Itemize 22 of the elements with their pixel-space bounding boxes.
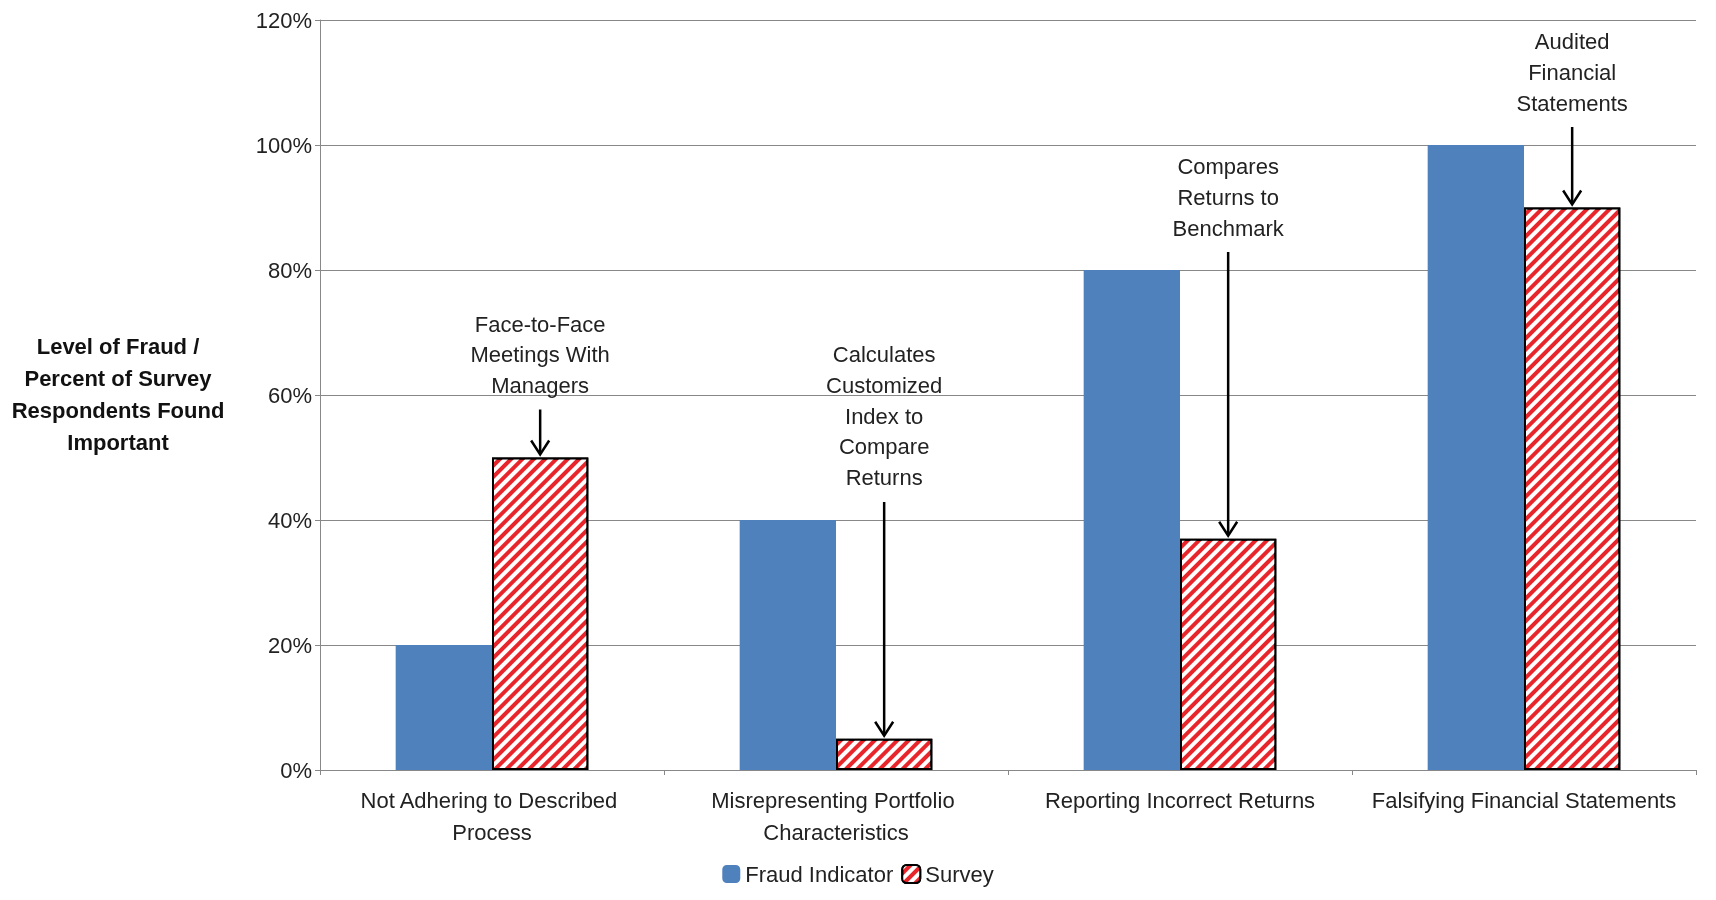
y-tick-label: 20% [267,632,312,658]
y-tick-label: 80% [267,257,312,283]
legend-label: Fraud Indicator [745,861,894,887]
x-tick-label: Misrepresenting Portfolio Characteristics [711,787,961,845]
y-tick-label: 60% [267,382,312,408]
y-tick-label: 0% [280,757,312,783]
y-axis-title: Level of Fraud / Percent of Survey Respondents Found Important [10,333,226,457]
annotation: Face-to-Face Meetings With Managers [470,310,611,401]
annotation: Calculates Customized Index to Compare Returns [825,341,944,493]
y-tick-label: 100% [255,132,312,158]
annotation: Audited Financial Statements [1515,28,1629,118]
y-tick-label: 120% [255,7,312,33]
legend-label: Survey [925,861,994,887]
bar [1083,270,1180,770]
annotation: Compares Returns to Benchmark [1171,153,1285,243]
x-tick-label: Not Adhering to Described Process [360,787,624,845]
bar [395,645,492,770]
bar [739,520,836,770]
y-tick-label: 40% [267,507,312,533]
x-tick-label: Reporting Incorrect Returns [1044,787,1316,813]
bar [1427,145,1524,770]
x-tick-label: Falsifying Financial Statements [1371,787,1677,813]
